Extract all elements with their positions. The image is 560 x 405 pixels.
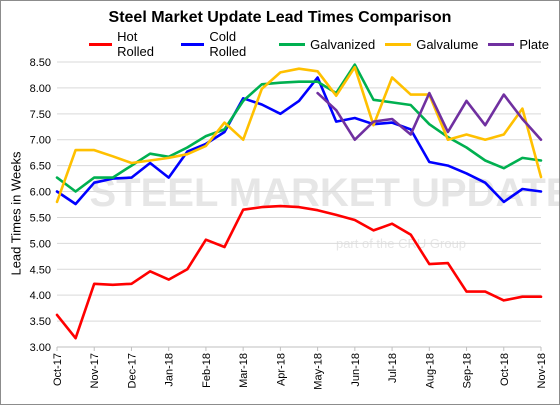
y-tick-label: 8.50 — [30, 57, 51, 69]
legend-label: Hot Rolled — [117, 29, 154, 59]
y-tick-label: 7.50 — [30, 109, 51, 121]
x-tick-label: Nov-18 — [536, 353, 548, 388]
legend-swatch — [89, 42, 113, 46]
y-tick-label: 5.00 — [30, 238, 51, 250]
x-tick-label: May-18 — [313, 353, 325, 390]
legend-item-galvalume: Galvalume — [385, 37, 478, 52]
chart-title: Steel Market Update Lead Times Compariso… — [108, 9, 452, 26]
y-tick-label: 5.50 — [30, 212, 51, 224]
legend-swatch — [488, 42, 515, 46]
legend-item-plate: Plate — [488, 37, 549, 52]
y-tick-label: 6.50 — [30, 161, 51, 173]
y-tick-label: 3.00 — [30, 342, 51, 354]
x-tick-label: Oct-17 — [52, 353, 64, 386]
y-tick-label: 8.00 — [30, 83, 51, 95]
legend-label: Galvalume — [416, 36, 479, 52]
series-line-hot-rolled — [55, 204, 543, 340]
legend-swatch — [181, 42, 205, 46]
legend-item-hot-rolled: Hot Rolled — [89, 29, 171, 59]
legend-label: Cold Rolled — [209, 29, 247, 59]
series-line-plate — [316, 91, 543, 141]
x-tick-label: Jan-18 — [164, 353, 176, 387]
legend-item-galvanized: Galvanized — [279, 37, 375, 52]
y-tick-label: 3.50 — [30, 316, 51, 328]
x-tick-label: Nov-17 — [89, 353, 101, 388]
x-tick-label: Apr-18 — [275, 353, 287, 386]
x-tick-label: Feb-18 — [201, 353, 213, 388]
x-tick-label: Jul-18 — [387, 353, 399, 383]
legend-label: Plate — [519, 36, 549, 52]
x-tick-label: Jun-18 — [350, 353, 362, 387]
chart-legend: Hot Rolled Cold Rolled Galvanized Galvalume… — [89, 29, 559, 59]
x-tick-label: Oct-18 — [499, 353, 511, 386]
legend-swatch — [385, 42, 412, 46]
x-tick-label: Sep-18 — [462, 353, 474, 388]
y-tick-label: 4.00 — [30, 290, 51, 302]
series-line-galvalume — [55, 65, 543, 204]
series-line-cold-rolled — [55, 76, 543, 206]
legend-item-cold-rolled: Cold Rolled — [181, 29, 269, 59]
x-tick-label: Dec-17 — [126, 353, 138, 388]
x-tick-label: Aug-18 — [424, 353, 436, 388]
watermark-text: STEEL MARKET UPDATE — [90, 171, 560, 215]
y-tick-label: 4.50 — [30, 264, 51, 276]
y-tick-label: 7.00 — [30, 135, 51, 147]
y-tick-label: 6.00 — [30, 187, 51, 199]
legend-swatch — [279, 42, 306, 46]
x-tick-label: Mar-18 — [238, 353, 250, 388]
legend-label: Galvanized — [310, 36, 376, 52]
